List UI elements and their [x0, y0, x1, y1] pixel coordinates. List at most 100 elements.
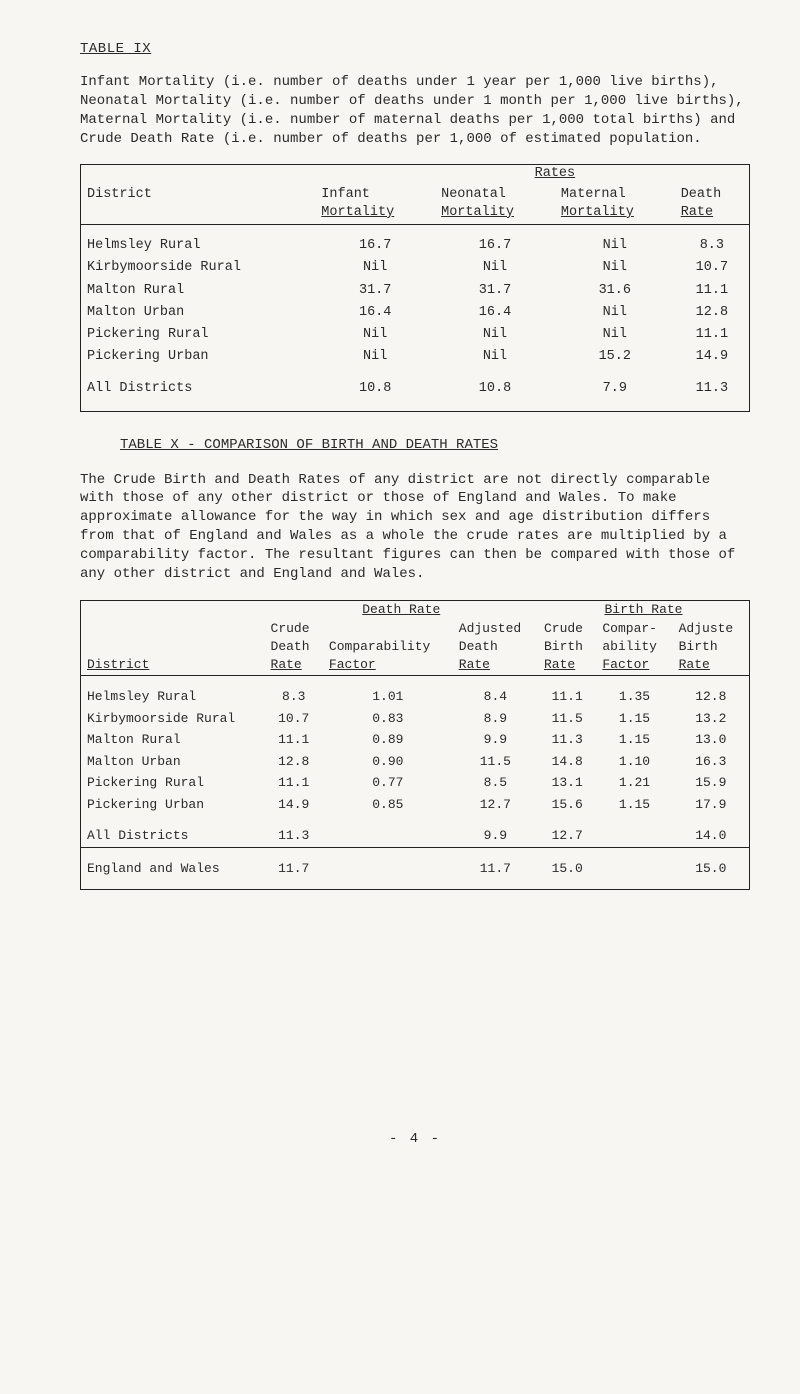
col-comp-factor: ComparabilityFactor [323, 618, 453, 675]
table-row-total: All Districts 11.3 9.9 12.7 14.0 [81, 825, 750, 847]
cell: 16.4 [315, 302, 435, 324]
cell [323, 858, 453, 880]
cell: Nil [315, 346, 435, 368]
col-crude-death: CrudeDeathRate [265, 618, 323, 675]
mortality-rates-table: Rates District InfantMortality NeonatalM… [80, 164, 750, 411]
cell: Nil [555, 324, 675, 346]
cell: 11.3 [265, 825, 323, 847]
cell: 12.7 [453, 794, 538, 816]
cell: 12.8 [675, 302, 750, 324]
cell: 14.0 [673, 825, 750, 847]
table-x-heading: TABLE X - COMPARISON OF BIRTH AND DEATH … [120, 436, 750, 455]
cell: 1.35 [596, 686, 672, 708]
cell: 0.83 [323, 708, 453, 730]
cell: 0.85 [323, 794, 453, 816]
col-adj-birth: AdjusteBirthRate [673, 618, 750, 675]
cell: 12.8 [265, 751, 323, 773]
cell: 9.9 [453, 825, 538, 847]
table-row: Malton Rural 31.7 31.7 31.6 11.1 [81, 280, 750, 302]
table-row: Malton Urban 12.8 0.90 11.5 14.8 1.10 16… [81, 751, 750, 773]
cell: 13.0 [673, 729, 750, 751]
cell: 15.9 [673, 772, 750, 794]
cell: Pickering Urban [81, 794, 265, 816]
cell: All Districts [81, 378, 316, 400]
cell: All Districts [81, 825, 265, 847]
col-comp-ability: Compar-abilityFactor [596, 618, 672, 675]
cell: Nil [315, 324, 435, 346]
cell: 1.21 [596, 772, 672, 794]
cell: Nil [435, 257, 555, 279]
col-crude-birth: CrudeBirthRate [538, 618, 596, 675]
table-row: Pickering Urban Nil Nil 15.2 14.9 [81, 346, 750, 368]
cell: Kirbymoorside Rural [81, 708, 265, 730]
col-infant: InfantMortality [315, 184, 435, 225]
cell: 9.9 [453, 729, 538, 751]
cell: 12.7 [538, 825, 596, 847]
cell: 12.8 [673, 686, 750, 708]
cell: 10.8 [315, 378, 435, 400]
cell: Pickering Urban [81, 346, 316, 368]
table-ix-heading: TABLE IX [80, 40, 750, 59]
cell: 15.0 [673, 858, 750, 880]
cell: 14.8 [538, 751, 596, 773]
cell: 15.0 [538, 858, 596, 880]
table-row: Helmsley Rural 16.7 16.7 Nil 8.3 [81, 235, 750, 257]
cell: Nil [435, 324, 555, 346]
cell: Malton Urban [81, 302, 316, 324]
cell: Nil [315, 257, 435, 279]
col-death: DeathRate [675, 184, 750, 225]
cell: 16.7 [435, 235, 555, 257]
cell: 31.6 [555, 280, 675, 302]
cell: 14.9 [675, 346, 750, 368]
death-rate-span: Death Rate [265, 600, 538, 618]
birth-rate-span: Birth Rate [538, 600, 750, 618]
comparison-rates-table: Death Rate Birth Rate District CrudeDeat… [80, 600, 750, 891]
cell: Pickering Rural [81, 772, 265, 794]
cell: 16.7 [315, 235, 435, 257]
cell: Malton Urban [81, 751, 265, 773]
table-row: Kirbymoorside Rural Nil Nil Nil 10.7 [81, 257, 750, 279]
cell: 8.3 [265, 686, 323, 708]
cell: 31.7 [315, 280, 435, 302]
cell: 11.1 [675, 280, 750, 302]
table-row-total: All Districts 10.8 10.8 7.9 11.3 [81, 378, 750, 400]
cell: 11.7 [453, 858, 538, 880]
cell: 15.2 [555, 346, 675, 368]
cell: 0.77 [323, 772, 453, 794]
cell: 11.1 [538, 686, 596, 708]
cell: 11.1 [675, 324, 750, 346]
cell: 1.01 [323, 686, 453, 708]
cell: 13.2 [673, 708, 750, 730]
table-row-england: England and Wales 11.7 11.7 15.0 15.0 [81, 858, 750, 880]
cell: Nil [435, 346, 555, 368]
cell: Nil [555, 302, 675, 324]
cell: 11.7 [265, 858, 323, 880]
table-row: Kirbymoorside Rural 10.7 0.83 8.9 11.5 1… [81, 708, 750, 730]
cell: 11.5 [538, 708, 596, 730]
cell: 1.15 [596, 794, 672, 816]
cell: 8.3 [675, 235, 750, 257]
page-number: - 4 - [80, 1130, 750, 1149]
cell: 1.15 [596, 708, 672, 730]
cell: 8.5 [453, 772, 538, 794]
cell: 11.3 [538, 729, 596, 751]
table-x-intro: The Crude Birth and Death Rates of any d… [80, 471, 750, 584]
cell: 15.6 [538, 794, 596, 816]
cell [596, 825, 672, 847]
cell: 16.4 [435, 302, 555, 324]
cell: 10.7 [265, 708, 323, 730]
cell: 17.9 [673, 794, 750, 816]
cell: 14.9 [265, 794, 323, 816]
col-neonatal: NeonatalMortality [435, 184, 555, 225]
cell: 7.9 [555, 378, 675, 400]
cell: 1.15 [596, 729, 672, 751]
col-district: District [81, 184, 316, 225]
table-row: Malton Rural 11.1 0.89 9.9 11.3 1.15 13.… [81, 729, 750, 751]
cell: Malton Rural [81, 729, 265, 751]
cell: 11.1 [265, 772, 323, 794]
cell: Helmsley Rural [81, 686, 265, 708]
cell: Malton Rural [81, 280, 316, 302]
cell [596, 858, 672, 880]
cell: Helmsley Rural [81, 235, 316, 257]
cell: 11.5 [453, 751, 538, 773]
